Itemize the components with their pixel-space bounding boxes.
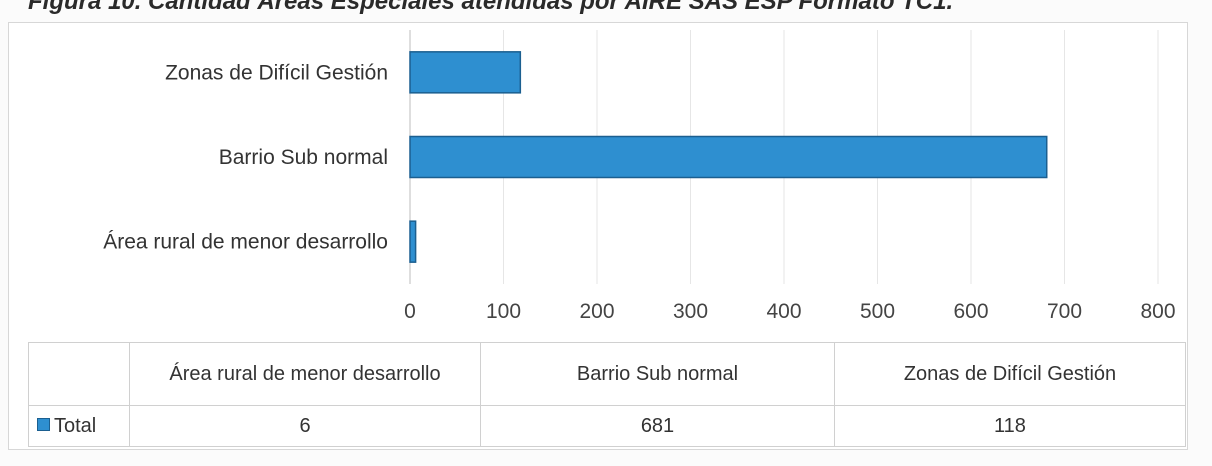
data-table-corner — [28, 342, 130, 406]
bar — [409, 135, 1048, 179]
x-tick-label: 100 — [486, 300, 521, 323]
bar — [409, 51, 522, 94]
data-table-row: Total 6 681 118 — [28, 405, 1186, 447]
legend-label: Total — [54, 414, 97, 437]
x-tick-label: 300 — [673, 300, 708, 323]
x-tick-label: 200 — [579, 300, 614, 323]
bars — [409, 51, 1048, 263]
category-label: Barrio Sub normal — [219, 146, 388, 169]
bar — [409, 220, 417, 263]
legend-entry: Total — [28, 405, 130, 447]
x-tick-label: 500 — [860, 300, 895, 323]
data-table-header: Zonas de Difícil Gestión — [834, 342, 1186, 406]
legend-swatch — [37, 417, 50, 431]
x-tick-labels: 0 100 200 300 400 500 600 700 800 — [404, 300, 1175, 323]
data-table-value: 118 — [834, 405, 1186, 447]
x-tick-label: 0 — [404, 300, 416, 323]
category-label: Zonas de Difícil Gestión — [165, 61, 388, 84]
data-table-value: 681 — [480, 405, 835, 447]
x-tick-label: 800 — [1140, 300, 1175, 323]
data-table-header: Barrio Sub normal — [480, 342, 835, 406]
data-table-header-row: Área rural de menor desarrollo Barrio Su… — [28, 342, 1186, 406]
x-tick-label: 600 — [953, 300, 988, 323]
x-tick-label: 400 — [766, 300, 801, 323]
data-table: Área rural de menor desarrollo Barrio Su… — [28, 342, 1186, 447]
figure-title: Figura 10. Cantidad Áreas Especiales ate… — [28, 0, 954, 15]
x-tick-label: 700 — [1047, 300, 1082, 323]
category-labels: Área rural de menor desarrollo Barrio Sub… — [103, 61, 388, 253]
data-table-value: 6 — [129, 405, 481, 447]
category-label: Área rural de menor desarrollo — [103, 231, 388, 254]
data-table-header: Área rural de menor desarrollo — [129, 342, 481, 406]
